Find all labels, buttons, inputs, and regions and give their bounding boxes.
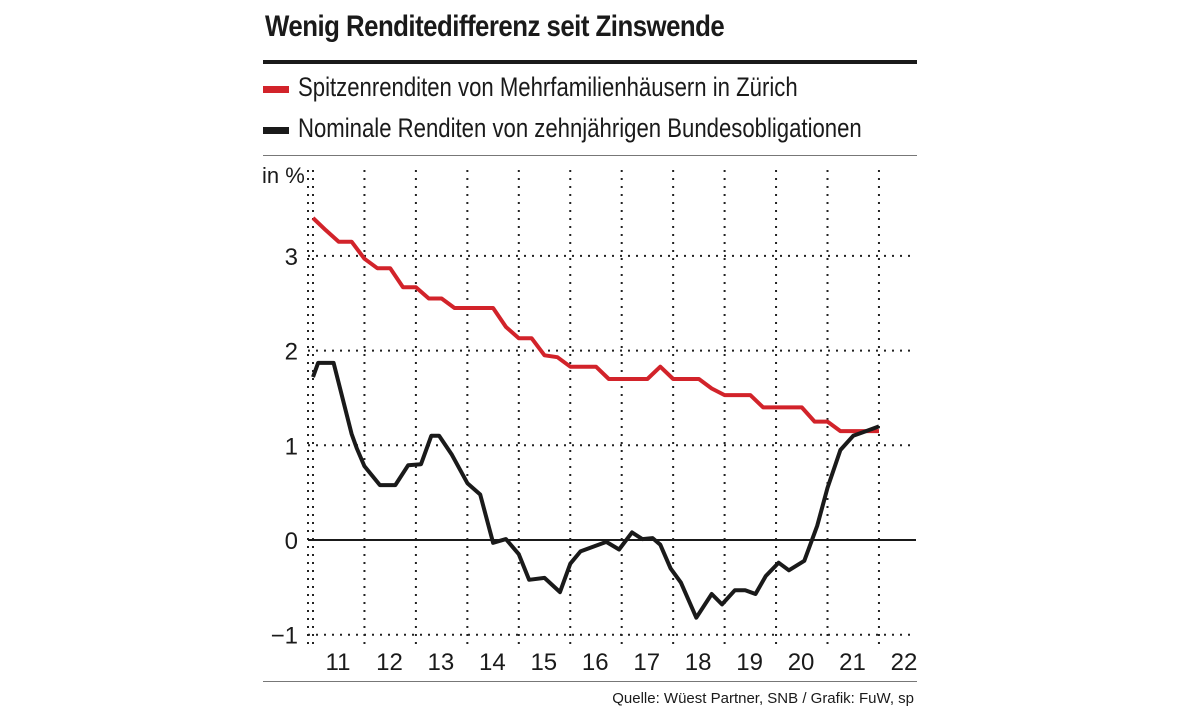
x-tick-label: 18 (685, 649, 712, 676)
x-tick-label: 21 (839, 649, 866, 676)
legend-divider (263, 155, 917, 156)
source-note: Quelle: Wüest Partner, SNB / Grafik: FuW… (612, 690, 914, 707)
x-tick-label: 11 (326, 649, 351, 676)
x-tick-label: 17 (633, 649, 660, 676)
x-tick-label: 12 (376, 649, 403, 676)
title-rule (263, 60, 917, 64)
x-tick-label: 22 (891, 649, 918, 676)
y-tick-label: 0 (285, 528, 298, 555)
chart-title: Wenig Renditedifferenz seit Zinswende (265, 10, 725, 43)
x-tick-label: 20 (788, 649, 815, 676)
y-tick-label: −1 (271, 623, 298, 650)
x-tick-label: 13 (428, 649, 455, 676)
legend-swatch-black (263, 127, 289, 134)
y-tick-label: 3 (285, 244, 298, 271)
y-tick-label: 2 (285, 339, 298, 366)
series-line-bundesobligationen (311, 360, 880, 620)
x-tick-label: 19 (736, 649, 763, 676)
x-tick-label: 16 (582, 649, 609, 676)
legend-label-red: Spitzenrenditen von Mehrfamilienhäusern … (298, 72, 798, 102)
series-line-mehrfamilienhaeuser (311, 216, 879, 434)
footer-divider (263, 681, 917, 682)
y-axis-label: in % (262, 163, 305, 188)
legend-swatch-red (263, 86, 289, 93)
legend-label-black: Nominale Renditen von zehnjährigen Bunde… (298, 113, 862, 143)
x-tick-label: 15 (530, 649, 557, 676)
y-tick-label: 1 (285, 433, 298, 460)
x-tick-label: 14 (479, 649, 506, 676)
